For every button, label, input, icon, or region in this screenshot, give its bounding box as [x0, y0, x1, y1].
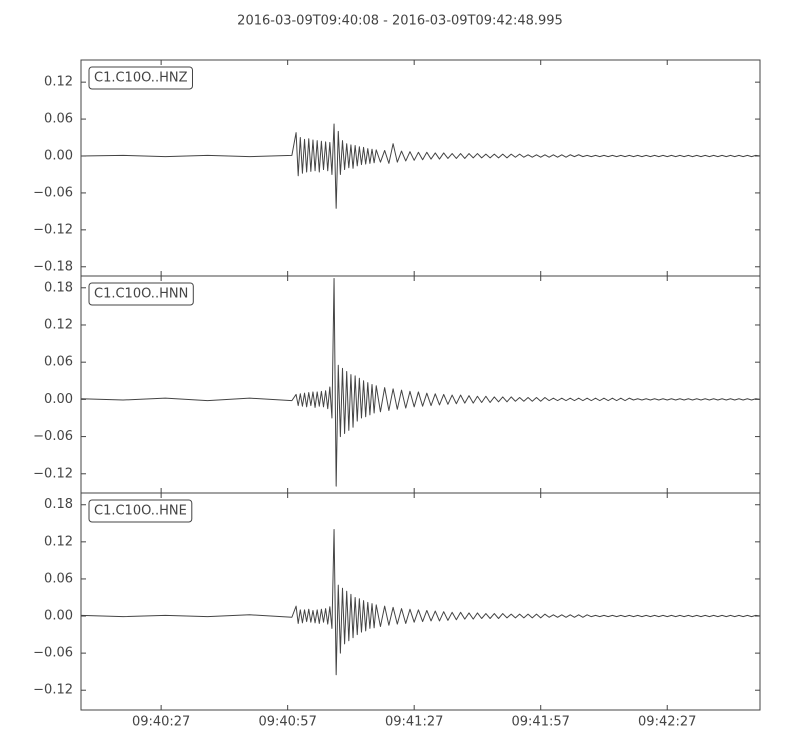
y-tick-label: −0.06 [33, 646, 73, 661]
y-tick-label: 0.06 [44, 571, 73, 586]
y-tick-label: −0.06 [33, 185, 73, 200]
waveform [80, 277, 761, 487]
y-tick-label: −0.12 [33, 466, 73, 481]
y-tick-label: 0.12 [44, 317, 73, 332]
x-tick-label: 09:40:27 [132, 715, 190, 730]
panel-frame [80, 275, 761, 494]
y-tick-label: 0.06 [44, 112, 73, 127]
trace-label-box [88, 499, 193, 523]
chart-title: 2016-03-09T09:40:08 - 2016-03-09T09:42:4… [237, 14, 563, 29]
y-tick-label: 0.06 [44, 355, 73, 370]
panel-frame [80, 492, 761, 711]
y-tick-label: 0.00 [44, 392, 73, 407]
y-tick-label: −0.18 [33, 259, 73, 274]
trace-label: C1.C10O..HNN [94, 287, 188, 302]
x-tick-label: 09:41:57 [512, 715, 570, 730]
waveform [80, 123, 761, 209]
y-tick-label: 0.12 [44, 75, 73, 90]
trace-label: C1.C10O..HNE [94, 504, 187, 519]
y-tick-label: −0.12 [33, 222, 73, 237]
y-tick-label: 0.12 [44, 534, 73, 549]
trace-label: C1.C10O..HNZ [94, 71, 188, 86]
trace-label-box [88, 282, 194, 306]
x-tick-label: 09:42:27 [638, 715, 696, 730]
y-tick-label: 0.00 [44, 609, 73, 624]
trace-label-box [88, 66, 193, 90]
x-tick-label: 09:41:27 [385, 715, 443, 730]
y-tick-label: 0.18 [44, 497, 73, 512]
waveform [80, 528, 761, 676]
x-tick-label: 09:40:57 [258, 715, 316, 730]
panel-frame [80, 59, 761, 277]
y-tick-label: −0.06 [33, 429, 73, 444]
y-tick-label: −0.12 [33, 683, 73, 698]
y-tick-label: 0.00 [44, 149, 73, 164]
y-tick-label: 0.18 [44, 280, 73, 295]
